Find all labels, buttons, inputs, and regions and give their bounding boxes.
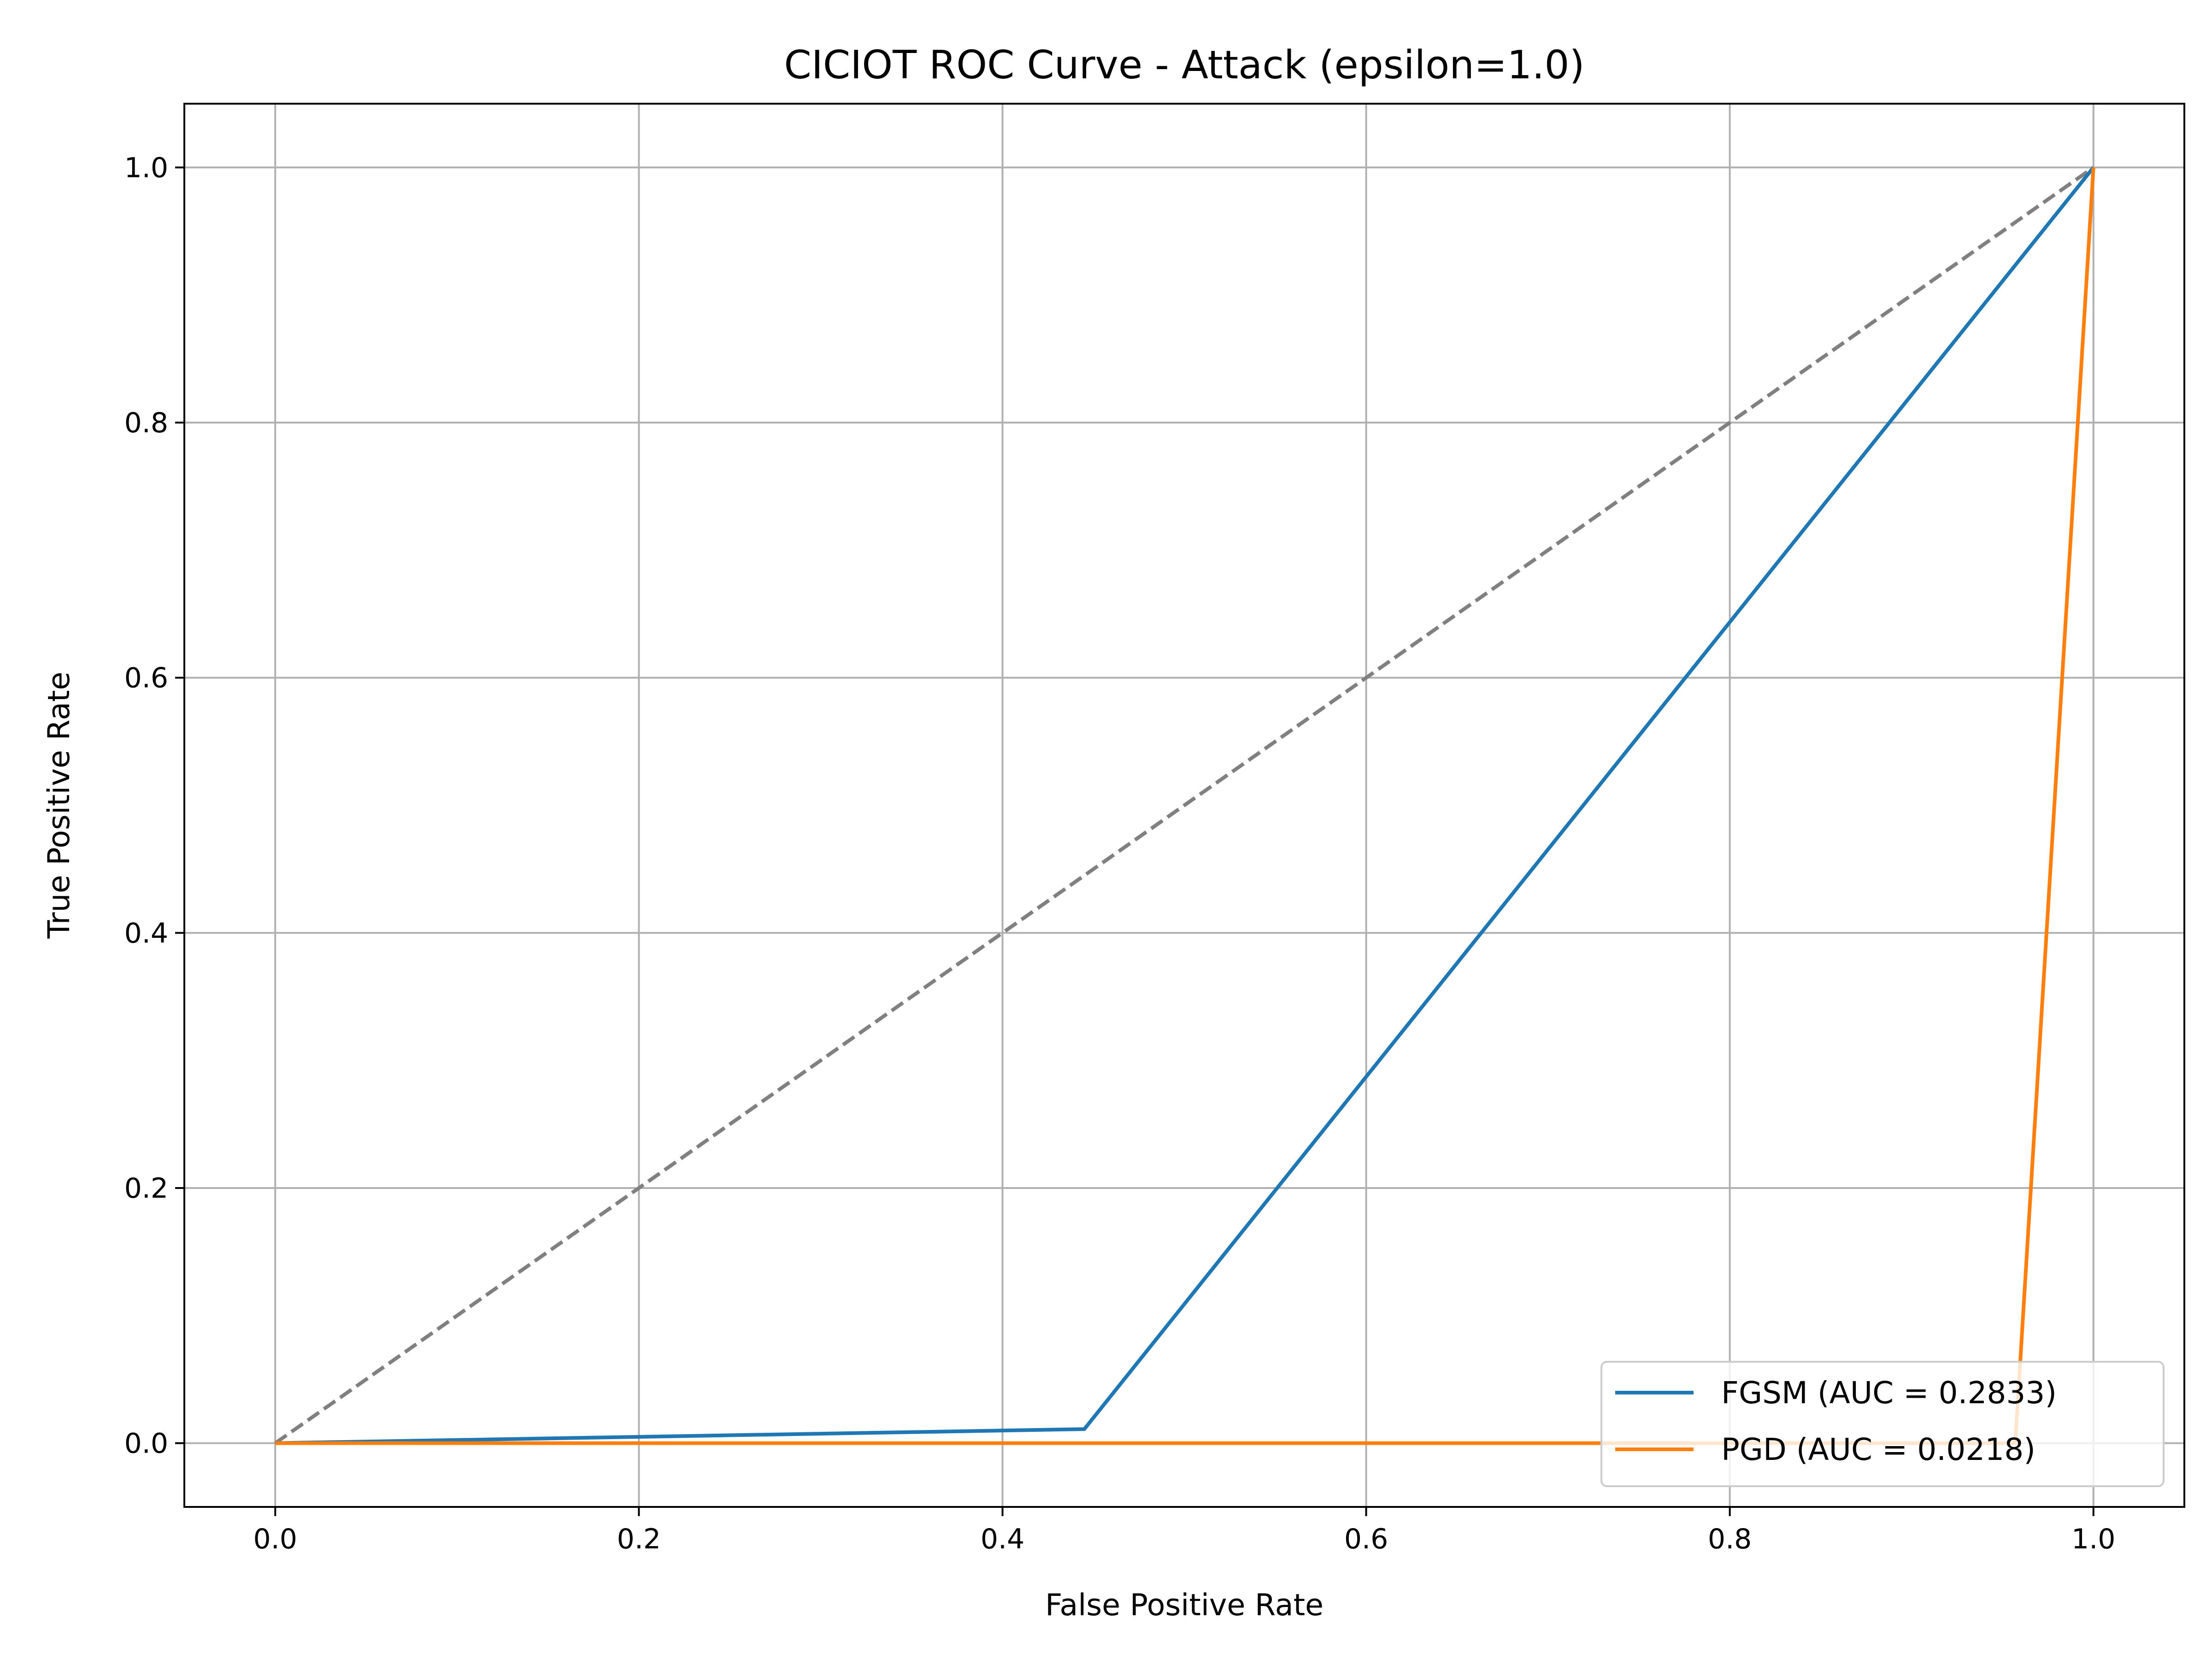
- y-tick-label: 0.8: [124, 407, 168, 439]
- plot-frame: [183, 103, 2185, 1508]
- legend-box: [1600, 1361, 2165, 1487]
- diagonal-reference-line: [274, 166, 2095, 1445]
- y-tick-label: 1.0: [124, 152, 168, 184]
- x-tick-label: 1.0: [2071, 1523, 2115, 1555]
- x-axis-label: False Positive Rate: [1045, 1588, 1324, 1623]
- y-axis-label: True Positive Rate: [42, 671, 76, 939]
- series-line-fgsm: [275, 166, 2095, 1445]
- grid: [184, 104, 2184, 1507]
- legend-label-fgsm: FGSM (AUC = 0.2833): [1721, 1375, 2057, 1411]
- chart-title: CICIOT ROC Curve - Attack (epsilon=1.0): [784, 42, 1584, 88]
- x-tick-label: 0.8: [1708, 1523, 1752, 1555]
- y-tick-label: 0.0: [124, 1428, 168, 1460]
- y-tick-label: 0.4: [124, 917, 168, 949]
- legend: FGSM (AUC = 0.2833) PGD (AUC = 0.0218): [1600, 1361, 2165, 1487]
- x-tick-label: 0.2: [617, 1523, 661, 1555]
- legend-label-pgd: PGD (AUC = 0.0218): [1721, 1432, 2036, 1467]
- x-tick-label: 0.6: [1344, 1523, 1388, 1555]
- x-tick-label: 0.0: [253, 1523, 297, 1555]
- x-tick-label: 0.4: [981, 1523, 1024, 1555]
- y-tick-label: 0.2: [124, 1172, 168, 1205]
- y-tick-label: 0.6: [124, 662, 168, 694]
- ticks: 0.0 0.2 0.4 0.6 0.8 1.0 0.0 0.2 0.4 0.6 0.8 1.0: [124, 152, 2116, 1555]
